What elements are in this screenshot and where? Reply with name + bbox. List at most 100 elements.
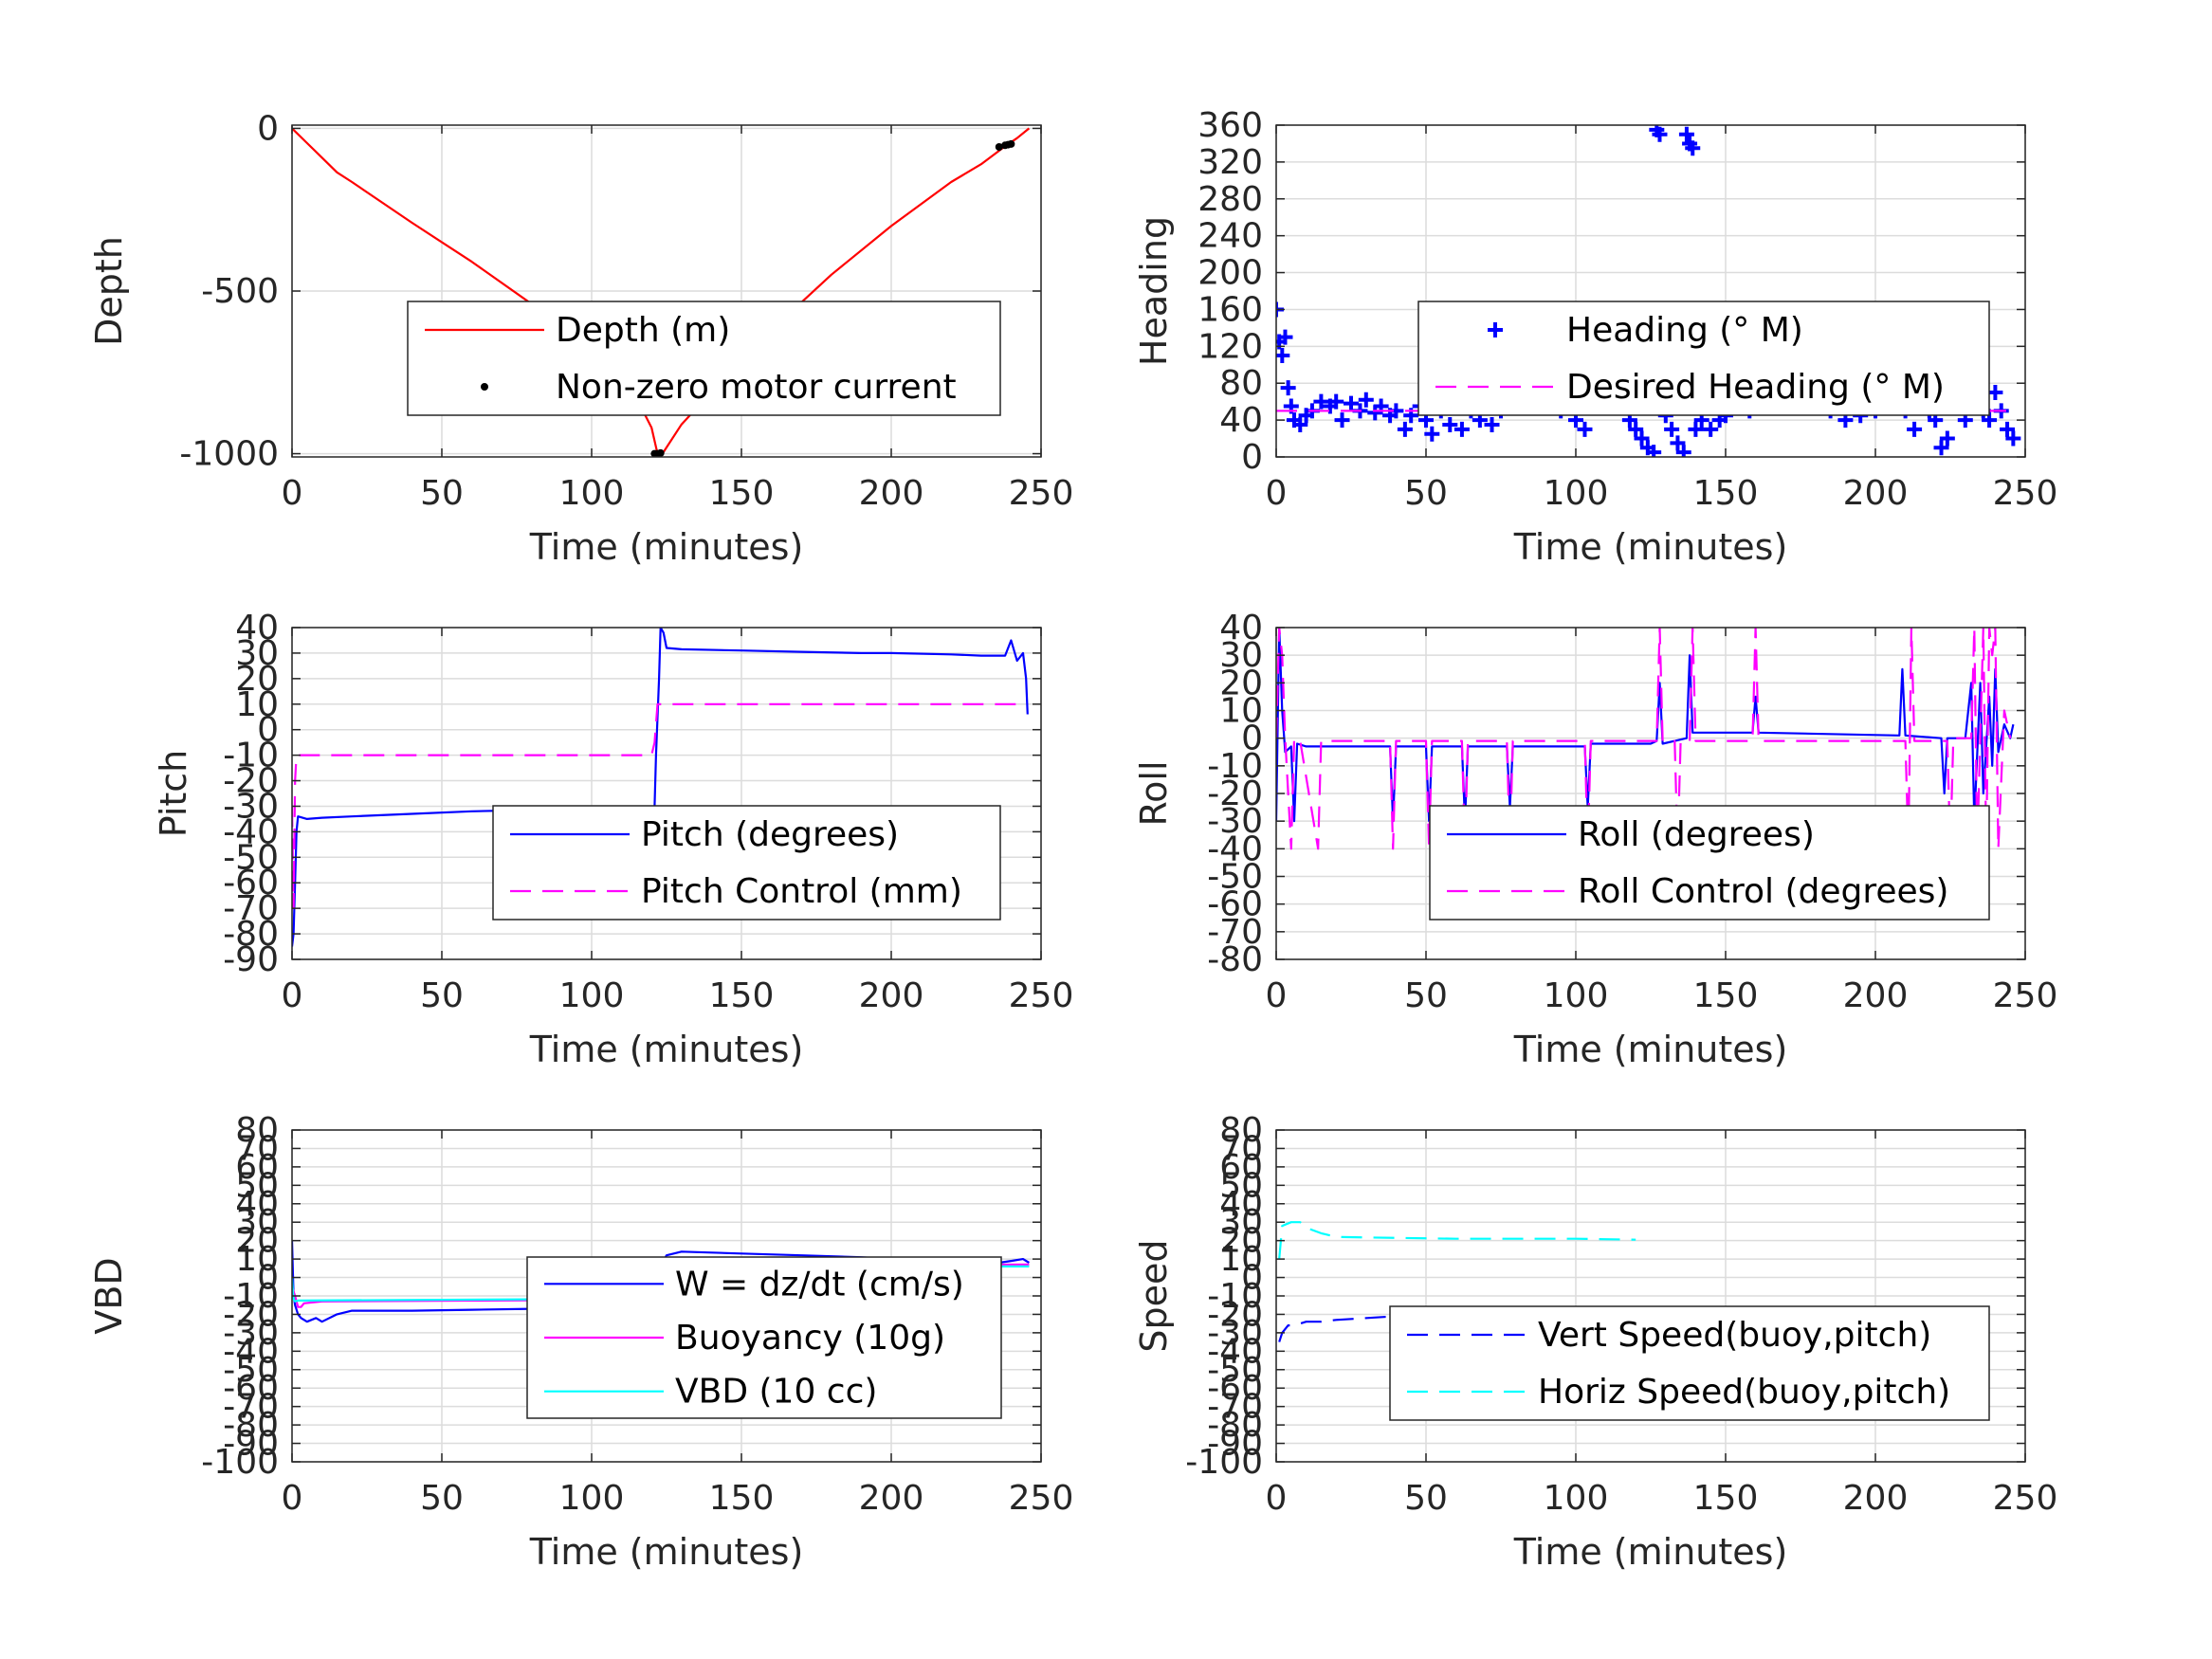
heading-series-1-point xyxy=(1652,126,1668,142)
y-tick-label: -40 xyxy=(1207,830,1263,868)
roll-legend: Roll (degrees) Roll Control (degrees) xyxy=(1429,805,1990,921)
x-tick-label: 250 xyxy=(1993,474,2058,513)
y-tick-label: 40 xyxy=(1219,1185,1263,1224)
legend-label: Vert Speed(buoy,pitch) xyxy=(1538,1316,1931,1355)
depth-legend: Depth (m) Non-zero motor current xyxy=(407,301,1001,416)
axes-box xyxy=(1275,124,2026,458)
x-tick-label: 200 xyxy=(859,976,924,1015)
heading-series-1-point xyxy=(1675,445,1691,457)
y-tick-label: -80 xyxy=(1207,1406,1263,1445)
y-tick-label: 10 xyxy=(235,685,279,724)
y-tick-label: 10 xyxy=(235,1240,279,1279)
y-tick-label: -10 xyxy=(1207,1277,1263,1316)
x-tick-label: 200 xyxy=(1843,976,1909,1015)
y-tick-label: 0 xyxy=(257,711,279,750)
y-tick-label: 200 xyxy=(1197,254,1263,293)
heading-series-1-point xyxy=(1628,421,1644,437)
y-tick-label: -40 xyxy=(223,1332,279,1371)
legend-label: Non-zero motor current xyxy=(556,368,957,407)
y-tick-label: 0 xyxy=(257,1259,279,1298)
y-tick-label: 20 xyxy=(235,1222,279,1261)
y-tick-label: -70 xyxy=(1207,1388,1263,1427)
legend-label: Horiz Speed(buoy,pitch) xyxy=(1538,1373,1950,1412)
y-tick-label: 30 xyxy=(235,1203,279,1242)
heading-series-1-point xyxy=(1328,393,1344,410)
y-tick-label: -100 xyxy=(201,1443,279,1482)
x-tick-label: 100 xyxy=(559,976,625,1015)
heading-series-1-point xyxy=(1484,416,1500,432)
y-tick-label: 60 xyxy=(235,1148,279,1187)
x-tick-label: 50 xyxy=(1404,474,1448,513)
y-tick-label: -30 xyxy=(223,1314,279,1353)
series-layer xyxy=(292,628,1029,947)
legend-box xyxy=(407,301,1001,416)
y-tick-label: 80 xyxy=(1219,364,1263,403)
heading-series-1-point xyxy=(1670,435,1686,451)
x-tick-label: 100 xyxy=(559,474,625,513)
y-axis-label: Speed xyxy=(1133,1239,1175,1352)
y-tick-label: -50 xyxy=(223,1351,279,1390)
vbd-legend: W = dz/dt (cm/s) Buoyancy (10g) VBD (10 cc… xyxy=(526,1256,1002,1419)
heading-series-1-point xyxy=(1280,380,1296,396)
roll-chart: 0 50 100 150 200 250-80-70-60-50-40-30-20-100… xyxy=(1133,609,2057,1070)
y-tick-label: -50 xyxy=(1207,1351,1263,1390)
y-tick-label: -90 xyxy=(1207,1425,1263,1464)
y-tick-label: 50 xyxy=(1219,1166,1263,1205)
legend-marker xyxy=(1488,322,1503,337)
speed-series-1-line xyxy=(1278,1312,1636,1342)
x-axis-label: Time (minutes) xyxy=(1513,526,1788,568)
x-tick-label: 100 xyxy=(1544,474,1609,513)
legend-label: Roll Control (degrees) xyxy=(1578,872,1948,911)
y-tick-label: -80 xyxy=(223,915,279,954)
x-tick-label: 0 xyxy=(282,976,303,1015)
y-tick-label: 80 xyxy=(235,1111,279,1150)
y-tick-label: 320 xyxy=(1197,143,1263,182)
x-tick-label: 150 xyxy=(1693,976,1759,1015)
y-tick-label: 0 xyxy=(1241,1259,1263,1298)
y-tick-label: -60 xyxy=(223,1369,279,1408)
legend-marker xyxy=(481,383,488,391)
x-tick-label: 200 xyxy=(1843,474,1909,513)
heading-series-1-point xyxy=(1678,126,1694,142)
x-axis-label: Time (minutes) xyxy=(529,526,804,568)
y-tick-label: -20 xyxy=(223,762,279,801)
heading-series-1-point xyxy=(1397,421,1413,437)
y-tick-label: -20 xyxy=(1207,775,1263,813)
y-tick-label: 10 xyxy=(1219,692,1263,731)
heading-series-1-point xyxy=(1685,140,1701,156)
y-tick-label: -30 xyxy=(223,787,279,826)
legend-label: Roll (degrees) xyxy=(1578,815,1815,854)
x-tick-label: 50 xyxy=(420,976,464,1015)
x-tick-label: 50 xyxy=(1404,976,1448,1015)
x-tick-label: 100 xyxy=(559,1479,625,1518)
heading-series-1-point xyxy=(2000,421,2016,437)
x-tick-label: 150 xyxy=(1693,1479,1759,1518)
x-tick-label: 150 xyxy=(1693,474,1759,513)
series-layer xyxy=(292,127,1031,457)
heading-series-1-point xyxy=(1292,416,1308,432)
x-tick-label: 250 xyxy=(1009,1479,1074,1518)
x-tick-label: 150 xyxy=(709,976,775,1015)
speed-legend: Vert Speed(buoy,pitch) Horiz Speed(buoy,p… xyxy=(1389,1305,1990,1421)
legend-label: Heading (° M) xyxy=(1566,311,1803,350)
y-tick-label: -60 xyxy=(1207,885,1263,924)
y-tick-label: 360 xyxy=(1197,106,1263,145)
y-tick-label: -90 xyxy=(223,940,279,979)
y-tick-label: -60 xyxy=(223,864,279,902)
heading-legend: Heading (° M) Desired Heading (° M) xyxy=(1417,301,1990,416)
legend-label: Pitch (degrees) xyxy=(641,815,899,854)
y-tick-label: -500 xyxy=(201,272,279,311)
y-tick-label: 120 xyxy=(1197,327,1263,366)
x-tick-label: 0 xyxy=(282,474,303,513)
depth-chart: 0 50 100 150 200 250 0 -500 -1000 Time (minutes) D… xyxy=(88,109,1073,568)
y-tick-label: -70 xyxy=(1207,913,1263,952)
heading-series-1-point xyxy=(1313,393,1329,410)
x-tick-label: 0 xyxy=(282,1479,303,1518)
y-tick-label: 80 xyxy=(1219,1111,1263,1150)
y-tick-label: 20 xyxy=(235,660,279,699)
heading-series-1-point xyxy=(1334,412,1350,428)
x-tick-label: 250 xyxy=(1009,976,1074,1015)
y-tick-label: 20 xyxy=(1219,1222,1263,1261)
roll-series-2-line xyxy=(1276,628,2012,850)
y-axis-label: Heading xyxy=(1133,216,1175,366)
